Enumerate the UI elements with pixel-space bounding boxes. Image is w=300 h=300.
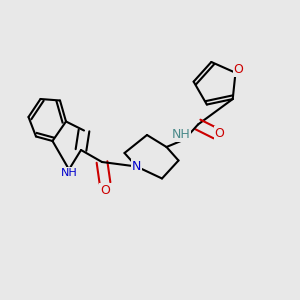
Text: NH: NH [172, 128, 190, 142]
Text: N: N [132, 160, 141, 173]
Text: O: O [215, 127, 224, 140]
Text: O: O [100, 184, 110, 197]
Text: NH: NH [61, 167, 77, 178]
Text: O: O [233, 63, 243, 76]
